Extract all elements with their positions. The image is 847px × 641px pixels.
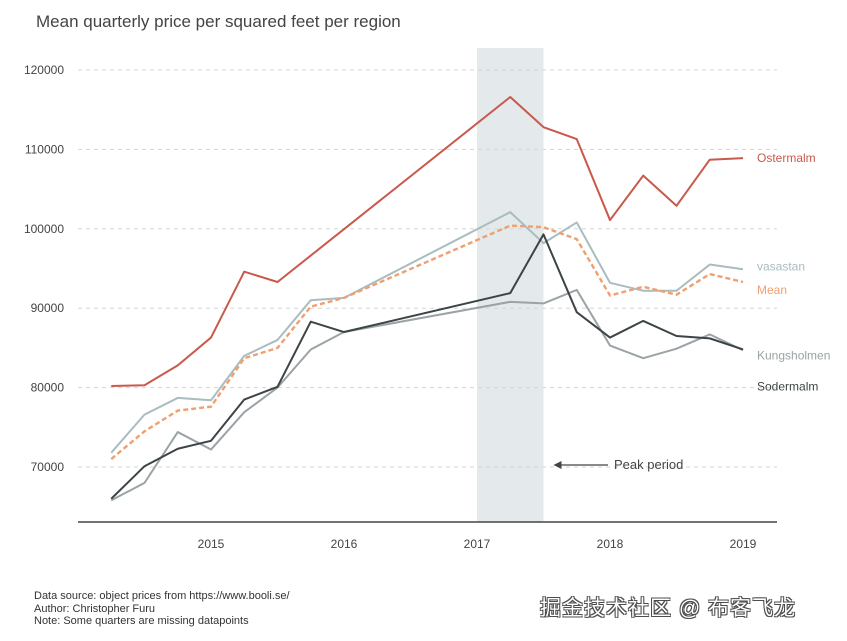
peak-period-region [477, 48, 544, 522]
series-label-sodermalm: Sodermalm [757, 379, 818, 393]
y-tick-label: 100000 [24, 222, 64, 236]
series-label-ostermalm: Ostermalm [757, 151, 816, 165]
x-tick-label: 2016 [331, 537, 358, 551]
footer-note: Note: Some quarters are missing datapoin… [34, 615, 249, 627]
series-label-vasastan: vasastan [757, 259, 805, 273]
series-line-kungsholmen [110, 288, 744, 502]
y-tick-label: 110000 [25, 142, 64, 156]
series-line-mean [110, 224, 744, 460]
y-tick-label: 70000 [31, 460, 65, 474]
y-tick-label: 120000 [24, 63, 64, 77]
annotation-arrow-head [553, 461, 562, 469]
annotation-label: Peak period [614, 457, 683, 472]
series-line-ostermalm [111, 95, 744, 388]
x-tick-label: 2017 [464, 537, 491, 551]
series-label-kungsholmen: Kungsholmen [757, 348, 830, 362]
watermark: 掘金技术社区 @ 布客飞龙 [540, 597, 796, 620]
chart-title: Mean quarterly price per squared feet pe… [36, 12, 401, 31]
y-tick-label: 90000 [31, 301, 65, 315]
x-tick-label: 2019 [730, 537, 757, 551]
footer-source: Data source: object prices from https://… [34, 590, 290, 602]
footer-author: Author: Christopher Furu [34, 602, 156, 615]
chart-footer: Data source: object prices from https://… [34, 590, 290, 628]
x-tick-label: 2015 [198, 537, 225, 551]
series-label-mean: Mean [757, 283, 787, 297]
x-tick-label: 2018 [597, 537, 624, 551]
y-tick-label: 80000 [31, 381, 65, 395]
series-line-vasastan [110, 211, 744, 454]
series-line-sodermalm [110, 233, 744, 500]
